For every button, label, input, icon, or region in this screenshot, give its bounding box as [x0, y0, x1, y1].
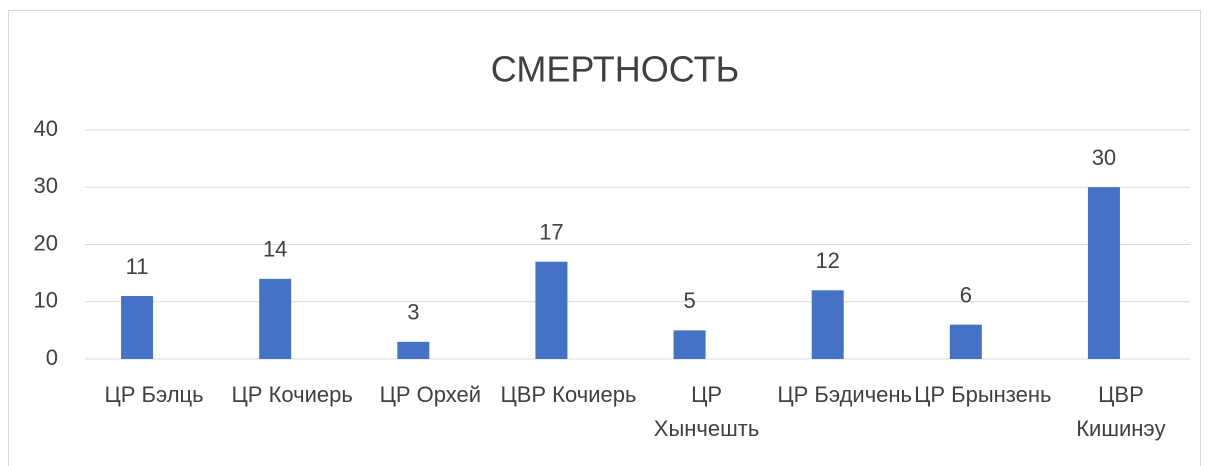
- y-tick-label: 10: [34, 288, 58, 313]
- bar: [121, 296, 154, 359]
- bar: [949, 324, 982, 359]
- data-label: 3: [407, 300, 419, 325]
- y-tick-label: 30: [34, 173, 58, 198]
- chart-border: [8, 10, 1201, 466]
- data-label: 17: [539, 219, 563, 244]
- x-tick-label: ЦР Хынчешть: [653, 382, 760, 441]
- bar: [673, 330, 706, 359]
- bar: [1087, 187, 1120, 359]
- data-label: 30: [1092, 145, 1116, 170]
- x-tick-label: ЦР Брынзень: [914, 382, 1052, 407]
- x-tick-label: ЦВР Кочиерь: [500, 382, 637, 407]
- data-label: 14: [263, 237, 287, 262]
- x-tick-label: ЦР Бэдичень: [777, 382, 913, 407]
- bar: [397, 341, 430, 359]
- data-label: 11: [126, 254, 149, 279]
- x-tick-label: ЦР Бэлць: [104, 382, 204, 407]
- y-tick-label: 20: [34, 230, 58, 255]
- x-tick-label: ЦВР Кишинэу: [1076, 382, 1166, 441]
- x-tick-label: ЦР Орхей: [379, 382, 482, 407]
- bar: [811, 290, 844, 359]
- data-label: 12: [815, 248, 839, 273]
- bar: [259, 278, 292, 359]
- y-tick-label: 0: [46, 345, 58, 370]
- data-label: 6: [960, 282, 972, 307]
- x-tick-label: ЦР Кочиерь: [231, 382, 353, 407]
- y-tick-label: 40: [34, 116, 58, 141]
- bar: [535, 261, 568, 359]
- data-label: 5: [683, 288, 695, 313]
- chart-title: СМЕРТНОСТЬ: [491, 49, 739, 90]
